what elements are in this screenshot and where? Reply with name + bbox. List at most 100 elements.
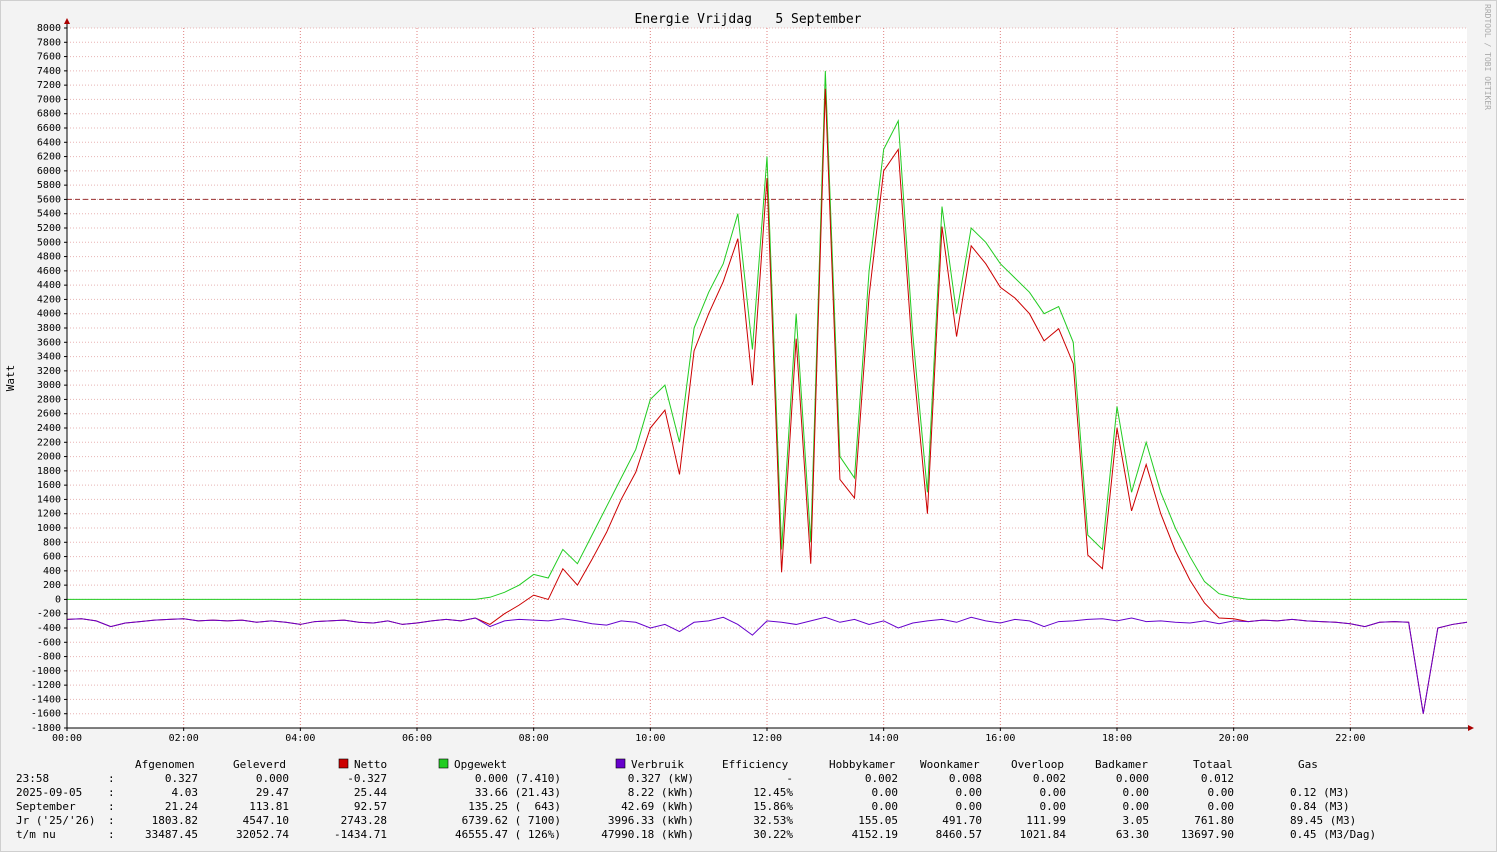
y-tick-label: 3400 xyxy=(37,352,61,363)
column-header: Hobbykamer xyxy=(829,758,896,771)
table-cell: 89.45 (M3) xyxy=(1290,814,1356,827)
plot-canvas xyxy=(67,28,1467,728)
grid: -1800 -1600 -1400 -1200 -1000 -800 -600 -400 -20… xyxy=(31,23,1467,744)
table-cell: - xyxy=(786,772,793,785)
row-label: 2025-09-05 xyxy=(16,786,82,799)
row-label: t/m nu xyxy=(16,828,56,841)
table-cell: 0.000 (7.410) xyxy=(475,772,561,785)
table-cell: 761.80 xyxy=(1194,814,1234,827)
y-tick-label: 6800 xyxy=(37,109,61,120)
table-cell: 3.05 xyxy=(1123,814,1150,827)
table-cell: 0.00 xyxy=(1040,800,1067,813)
table-cell: 0.012 xyxy=(1201,772,1234,785)
table-cell: 3996.33 (kWh) xyxy=(608,814,694,827)
table-cell: 0.002 xyxy=(865,772,898,785)
column-header: Netto xyxy=(354,758,387,771)
row-separator: : xyxy=(108,786,115,799)
y-tick-label: 5200 xyxy=(37,223,61,234)
legend-swatch xyxy=(338,758,349,769)
y-tick-label: 8000 xyxy=(37,23,61,34)
x-tick-label: 12:00 xyxy=(752,733,782,744)
row-separator: : xyxy=(108,814,115,827)
y-tick-label: 6400 xyxy=(37,137,61,148)
y-tick-label: 1400 xyxy=(37,494,61,505)
series-line xyxy=(66,616,1468,714)
y-tick-label: -1200 xyxy=(31,680,61,691)
row-separator: : xyxy=(108,772,115,785)
table-cell: 32052.74 xyxy=(236,828,289,841)
column-header: Afgenomen xyxy=(135,758,195,771)
table-cell: 0.00 xyxy=(872,800,899,813)
table-cell: 0.00 xyxy=(1040,786,1067,799)
y-tick-label: 2800 xyxy=(37,394,61,405)
x-tick-label: 10:00 xyxy=(635,733,665,744)
y-tick-label: 2400 xyxy=(37,423,61,434)
table-cell: 33487.45 xyxy=(145,828,198,841)
y-tick-label: 4800 xyxy=(37,252,61,263)
y-tick-label: -1600 xyxy=(31,709,61,720)
table-cell: 21.24 xyxy=(165,800,198,813)
table-cell: 0.00 xyxy=(956,786,983,799)
table-cell: 0.00 xyxy=(1208,800,1235,813)
table-cell: 2743.28 xyxy=(341,814,387,827)
y-tick-label: 6200 xyxy=(37,152,61,163)
x-tick-label: 20:00 xyxy=(1219,733,1249,744)
y-tick-label: -400 xyxy=(37,623,61,634)
y-tick-label: 7200 xyxy=(37,80,61,91)
y-tick-label: 800 xyxy=(43,537,61,548)
column-header: Woonkamer xyxy=(920,758,980,771)
row-label: September xyxy=(16,800,76,813)
y-tick-label: 7600 xyxy=(37,52,61,63)
y-tick-label: -200 xyxy=(37,609,61,620)
table-cell: 29.47 xyxy=(256,786,289,799)
watermark: RRDTOOL / TOBI OETIKER xyxy=(1483,4,1492,110)
table-cell: 1021.84 xyxy=(1020,828,1067,841)
x-tick-label: 04:00 xyxy=(285,733,315,744)
row-separator: : xyxy=(108,828,115,841)
y-tick-label: 5400 xyxy=(37,209,61,220)
table-cell: 491.70 xyxy=(942,814,982,827)
y-tick-label: 4200 xyxy=(37,294,61,305)
y-tick-label: 6600 xyxy=(37,123,61,134)
table-cell: 12.45% xyxy=(753,786,793,799)
table-cell: 0.000 xyxy=(256,772,289,785)
y-tick-label: 4600 xyxy=(37,266,61,277)
row-separator: : xyxy=(108,800,115,813)
table-cell: 0.000 xyxy=(1116,772,1149,785)
y-tick-label: 5800 xyxy=(37,180,61,191)
y-tick-label: -1400 xyxy=(31,694,61,705)
y-tick-label: 1600 xyxy=(37,480,61,491)
table-cell: 0.00 xyxy=(872,786,899,799)
table-cell: 0.12 (M3) xyxy=(1290,786,1350,799)
y-tick-label: 6000 xyxy=(37,166,61,177)
y-tick-label: 3600 xyxy=(37,337,61,348)
table-cell: 92.57 xyxy=(354,800,387,813)
y-tick-label: -1800 xyxy=(31,723,61,734)
y-tick-label: 5600 xyxy=(37,194,61,205)
table-cell: 0.327 xyxy=(165,772,198,785)
column-header: Badkamer xyxy=(1095,758,1148,771)
column-header: Opgewekt xyxy=(454,758,507,771)
table-cell: 135.25 ( 643) xyxy=(468,800,561,813)
y-tick-label: 7400 xyxy=(37,66,61,77)
legend-swatch xyxy=(615,758,626,769)
y-tick-label: 600 xyxy=(43,552,61,563)
y-tick-label: 4000 xyxy=(37,309,61,320)
x-tick-label: 18:00 xyxy=(1102,733,1132,744)
table-cell: 0.45 (M3/Dag) xyxy=(1290,828,1376,841)
y-tick-label: 7800 xyxy=(37,37,61,48)
table-cell: 46555.47 ( 126%) xyxy=(455,828,561,841)
table-cell: 0.00 xyxy=(1123,800,1150,813)
y-tick-label: 0 xyxy=(55,594,61,605)
table-cell: 32.53% xyxy=(753,814,793,827)
column-header: Efficiency xyxy=(722,758,789,771)
series-line xyxy=(67,70,1467,600)
table-cell: 6739.62 ( 7100) xyxy=(462,814,561,827)
x-tick-label: 16:00 xyxy=(985,733,1015,744)
x-tick-label: 00:00 xyxy=(52,733,82,744)
y-tick-label: 3800 xyxy=(37,323,61,334)
column-header: Verbruik xyxy=(631,758,684,771)
x-axis-arrow xyxy=(1468,725,1474,731)
table-cell: 47990.18 (kWh) xyxy=(601,828,694,841)
y-tick-label: 3200 xyxy=(37,366,61,377)
